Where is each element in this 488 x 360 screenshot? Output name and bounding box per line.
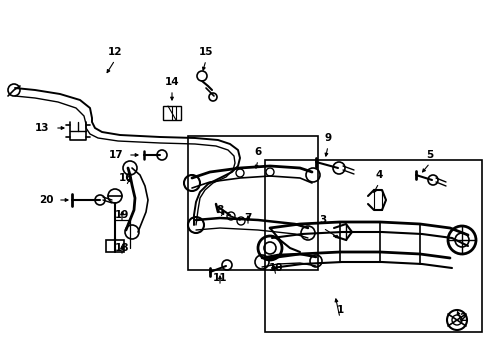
- Text: 11: 11: [212, 273, 227, 283]
- Text: 5: 5: [426, 150, 433, 160]
- Text: 16: 16: [119, 173, 133, 183]
- Text: 6: 6: [254, 147, 261, 157]
- Text: 9: 9: [324, 133, 331, 143]
- Bar: [187, 136, 317, 270]
- Text: 8: 8: [216, 205, 223, 215]
- Text: 15: 15: [198, 47, 213, 57]
- Text: 3: 3: [319, 215, 326, 225]
- Bar: [264, 160, 481, 332]
- Text: 13: 13: [35, 123, 49, 133]
- Bar: [106, 240, 124, 252]
- Bar: [163, 106, 181, 120]
- Text: 20: 20: [39, 195, 53, 205]
- Text: 2: 2: [458, 313, 466, 323]
- Text: 1: 1: [336, 305, 343, 315]
- Text: 12: 12: [107, 47, 122, 57]
- Text: 17: 17: [108, 150, 123, 160]
- Text: 14: 14: [164, 77, 179, 87]
- Text: 18: 18: [115, 243, 129, 253]
- Text: 7: 7: [244, 213, 251, 223]
- Text: 4: 4: [375, 170, 382, 180]
- Text: 19: 19: [115, 210, 129, 220]
- Text: 10: 10: [268, 263, 283, 273]
